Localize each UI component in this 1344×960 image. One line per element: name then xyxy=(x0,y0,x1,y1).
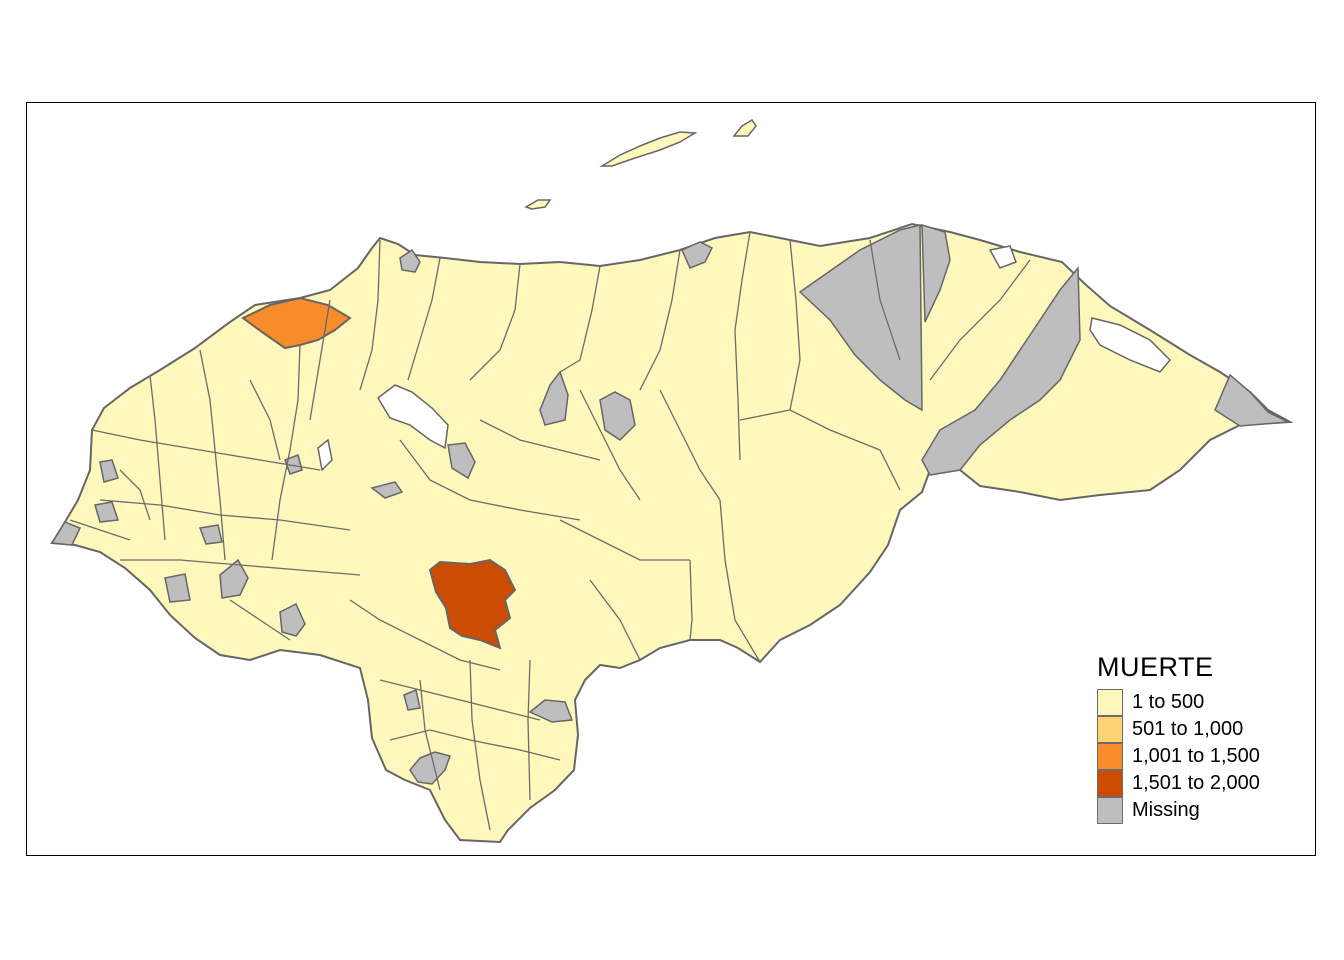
lake-small xyxy=(317,438,333,472)
legend-item: 501 to 1,000 xyxy=(1097,716,1260,743)
missing-central-4 xyxy=(370,481,404,499)
lake-yojoa xyxy=(377,384,449,450)
island-guanaja xyxy=(732,118,757,137)
municipal-boundaries xyxy=(69,231,1031,831)
missing-west-2 xyxy=(94,501,120,523)
missing-west-5 xyxy=(219,558,249,599)
missing-west-1 xyxy=(99,459,119,483)
missing-south-2 xyxy=(528,699,574,723)
missing-south-1 xyxy=(403,688,421,711)
lagoon-2 xyxy=(988,245,1017,269)
legend-item: Missing xyxy=(1097,797,1260,824)
island-roatan xyxy=(599,131,698,167)
legend-label: Missing xyxy=(1132,799,1200,821)
missing-west-6 xyxy=(164,573,191,603)
legend-label: 1,001 to 1,500 xyxy=(1132,745,1260,767)
missing-central-2 xyxy=(599,391,636,441)
missing-gulf-islands xyxy=(409,751,451,785)
missing-regions xyxy=(50,223,1291,785)
legend-item: 1 to 500 xyxy=(1097,689,1260,716)
region-1001-1500 xyxy=(241,296,352,350)
legend-item: 1,501 to 2,000 xyxy=(1097,770,1260,797)
missing-west-7 xyxy=(279,602,306,637)
legend-label: 1,501 to 2,000 xyxy=(1132,772,1260,794)
missing-northwest xyxy=(399,248,421,273)
map-legend: MUERTE 1 to 500 501 to 1,000 1,001 to 1,50… xyxy=(1097,652,1260,824)
legend-item: 1,001 to 1,500 xyxy=(1097,743,1260,770)
region-1501-2000 xyxy=(428,558,517,650)
lagoon-caratasca xyxy=(1089,317,1172,373)
legend-swatch xyxy=(1097,716,1123,743)
legend-label: 1 to 500 xyxy=(1132,691,1205,713)
missing-north-coast xyxy=(681,241,714,269)
legend-swatch xyxy=(1097,689,1123,716)
missing-west-8 xyxy=(284,454,303,475)
missing-central-3 xyxy=(447,442,476,480)
country-outline xyxy=(50,222,1294,844)
missing-central-1 xyxy=(539,370,569,426)
legend-items: 1 to 500 501 to 1,000 1,001 to 1,500 1,501 … xyxy=(1097,689,1260,824)
legend-label: 501 to 1,000 xyxy=(1132,718,1244,740)
legend-title: MUERTE xyxy=(1097,652,1214,682)
legend-swatch xyxy=(1097,797,1123,824)
island-utila xyxy=(524,199,552,210)
missing-west-4 xyxy=(198,524,223,545)
missing-mosquitia-band xyxy=(921,265,1081,476)
missing-west-3 xyxy=(50,521,82,546)
missing-gracias-dios-strip xyxy=(921,223,951,323)
missing-east-cape xyxy=(1214,373,1291,427)
legend-swatch xyxy=(1097,770,1123,797)
lakes xyxy=(317,245,1172,472)
legend-swatch xyxy=(1097,743,1123,770)
missing-east-block xyxy=(798,224,923,412)
